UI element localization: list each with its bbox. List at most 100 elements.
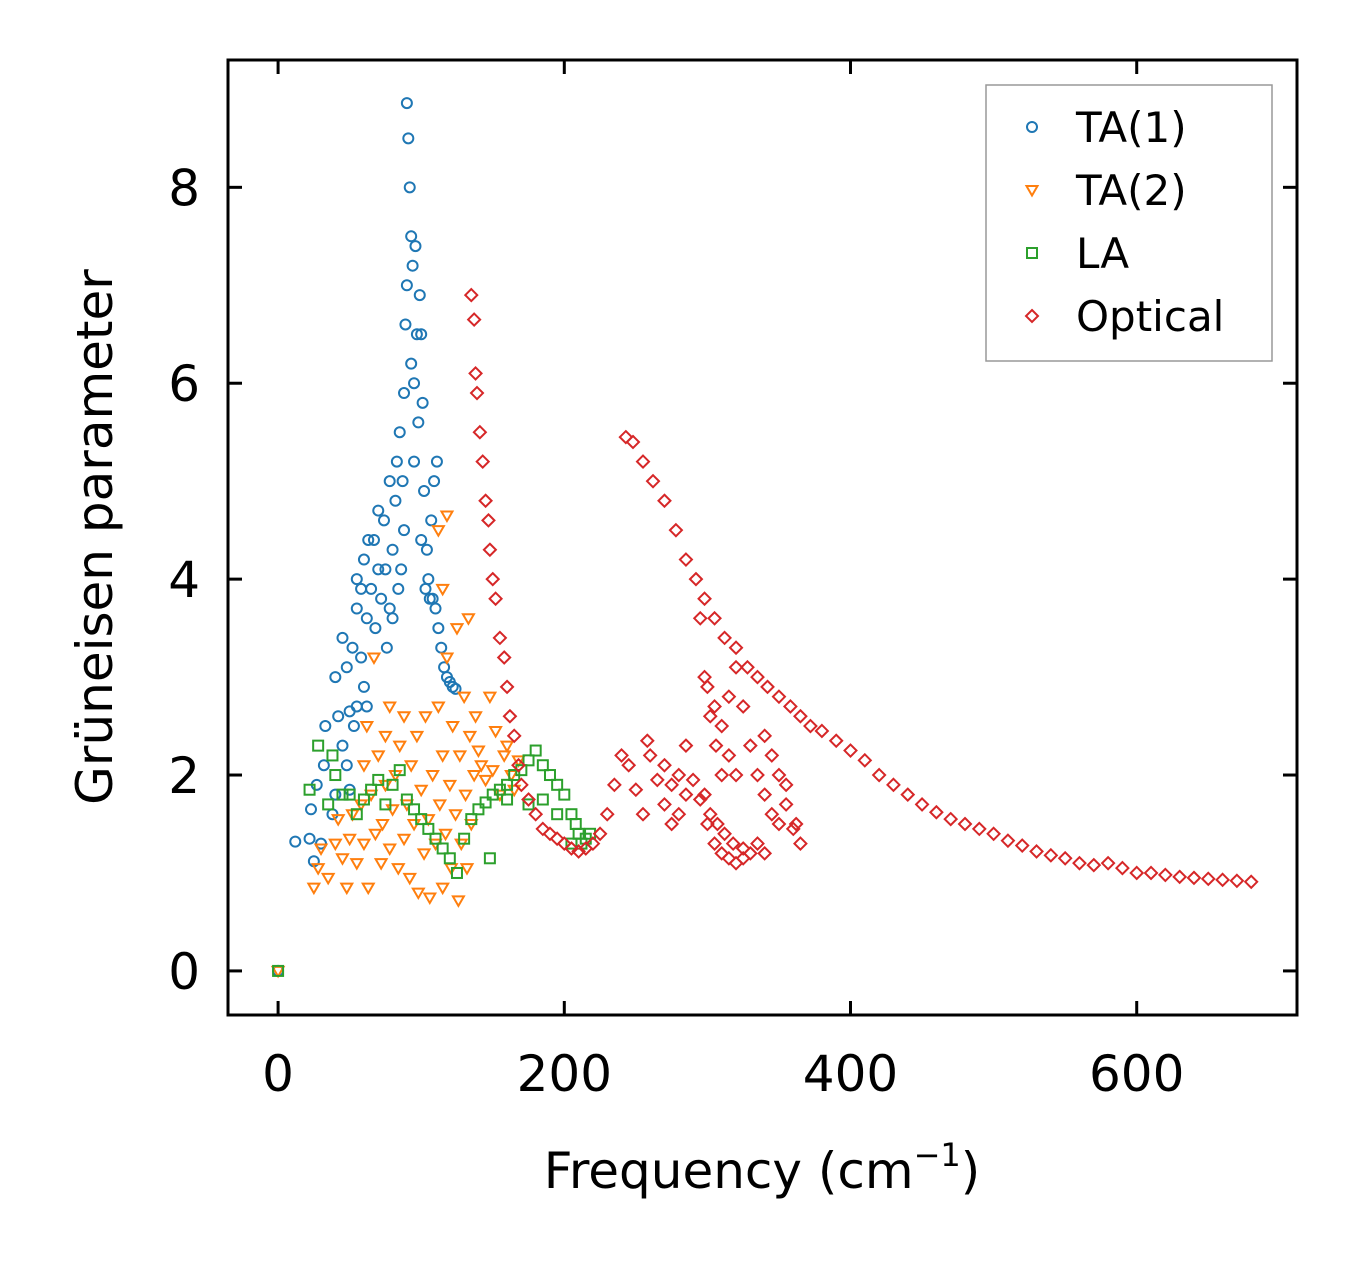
data-point: [449, 682, 462, 695]
data-point: [313, 843, 329, 856]
data-point: [406, 259, 419, 272]
data-point: [362, 533, 375, 546]
y-tick-label: 4: [168, 551, 200, 609]
data-point: [422, 822, 435, 835]
x-axis-title-sup: −1: [914, 1136, 961, 1174]
data-point: [639, 733, 655, 749]
data-point: [380, 641, 393, 654]
data-point: [957, 816, 973, 832]
data-point: [771, 816, 787, 832]
data-point: [435, 641, 448, 654]
data-point: [310, 863, 326, 876]
data-point: [678, 552, 694, 567]
data-point: [355, 651, 368, 664]
data-point: [565, 837, 578, 850]
data-point: [502, 708, 518, 724]
data-point: [735, 841, 751, 856]
data-point: [413, 784, 429, 798]
data-point: [382, 701, 397, 714]
data-point: [415, 533, 428, 546]
data-point: [549, 831, 565, 847]
data-point: [332, 710, 345, 723]
data-point: [396, 711, 412, 724]
data-point: [721, 748, 737, 763]
data-point: [436, 842, 449, 855]
data-point: [771, 689, 787, 705]
data-point: [1172, 869, 1188, 885]
data-point: [439, 510, 455, 523]
data-point: [702, 708, 718, 724]
data-point: [408, 803, 421, 816]
data-point: [386, 612, 399, 625]
data-point: [405, 230, 418, 243]
data-point: [714, 718, 730, 734]
data-point: [1086, 857, 1102, 873]
data-point: [319, 720, 332, 733]
data-point: [306, 882, 322, 896]
data-point: [442, 779, 458, 793]
data-point: [340, 661, 353, 674]
data-point: [411, 887, 426, 901]
data-point: [914, 796, 930, 812]
data-point: [419, 582, 432, 595]
data-point: [778, 777, 794, 793]
data-point: [398, 524, 411, 537]
legend: TA(1) TA(2) LA Optical: [985, 84, 1273, 362]
data-point: [556, 836, 572, 852]
data-point: [668, 522, 684, 538]
data-point: [714, 845, 730, 861]
data-point: [782, 699, 798, 714]
data-point: [886, 777, 901, 793]
data-point: [707, 610, 722, 626]
data-point: [413, 289, 426, 302]
legend-marker: [1024, 308, 1040, 324]
data-point: [757, 787, 773, 803]
data-point: [400, 279, 413, 292]
data-point: [357, 553, 370, 566]
data-point: [356, 760, 372, 773]
data-point: [389, 494, 402, 507]
data-point: [438, 828, 453, 842]
data-point: [692, 610, 708, 626]
data-point: [1043, 847, 1059, 863]
data-point: [488, 725, 503, 739]
data-point: [750, 836, 765, 852]
data-point: [657, 796, 672, 812]
data-point: [501, 778, 514, 791]
data-point: [521, 792, 536, 807]
data-point: [336, 739, 349, 752]
data-point: [1114, 860, 1130, 876]
data-point: [365, 783, 378, 796]
data-point: [393, 426, 406, 439]
data-point: [793, 836, 808, 852]
y-axis-title: Grüneisen parameter: [66, 269, 124, 805]
data-point: [342, 833, 357, 847]
data-point: [393, 764, 406, 777]
data-point: [343, 705, 356, 718]
data-point: [1057, 850, 1073, 866]
data-point: [418, 711, 433, 724]
legend-label: Optical: [1076, 292, 1224, 341]
data-point: [635, 806, 651, 822]
data-point: [372, 773, 385, 786]
data-point: [350, 573, 363, 586]
data-point: [764, 806, 780, 822]
data-point: [551, 808, 564, 821]
data-point: [522, 798, 535, 811]
data-point: [451, 895, 466, 908]
data-point: [499, 740, 515, 754]
data-point: [339, 882, 355, 896]
data-point: [599, 806, 615, 822]
data-point: [346, 641, 359, 654]
x-axis-title: Frequency (cm−1): [544, 1136, 981, 1200]
plot-frame: [226, 58, 1299, 1017]
data-point: [428, 475, 441, 488]
data-point: [360, 700, 373, 713]
data-point: [1029, 844, 1044, 859]
data-point: [482, 691, 498, 705]
data-point: [416, 396, 429, 409]
data-point: [645, 473, 661, 489]
data-point: [408, 377, 421, 390]
data-point: [522, 754, 535, 767]
data-point: [382, 843, 397, 856]
